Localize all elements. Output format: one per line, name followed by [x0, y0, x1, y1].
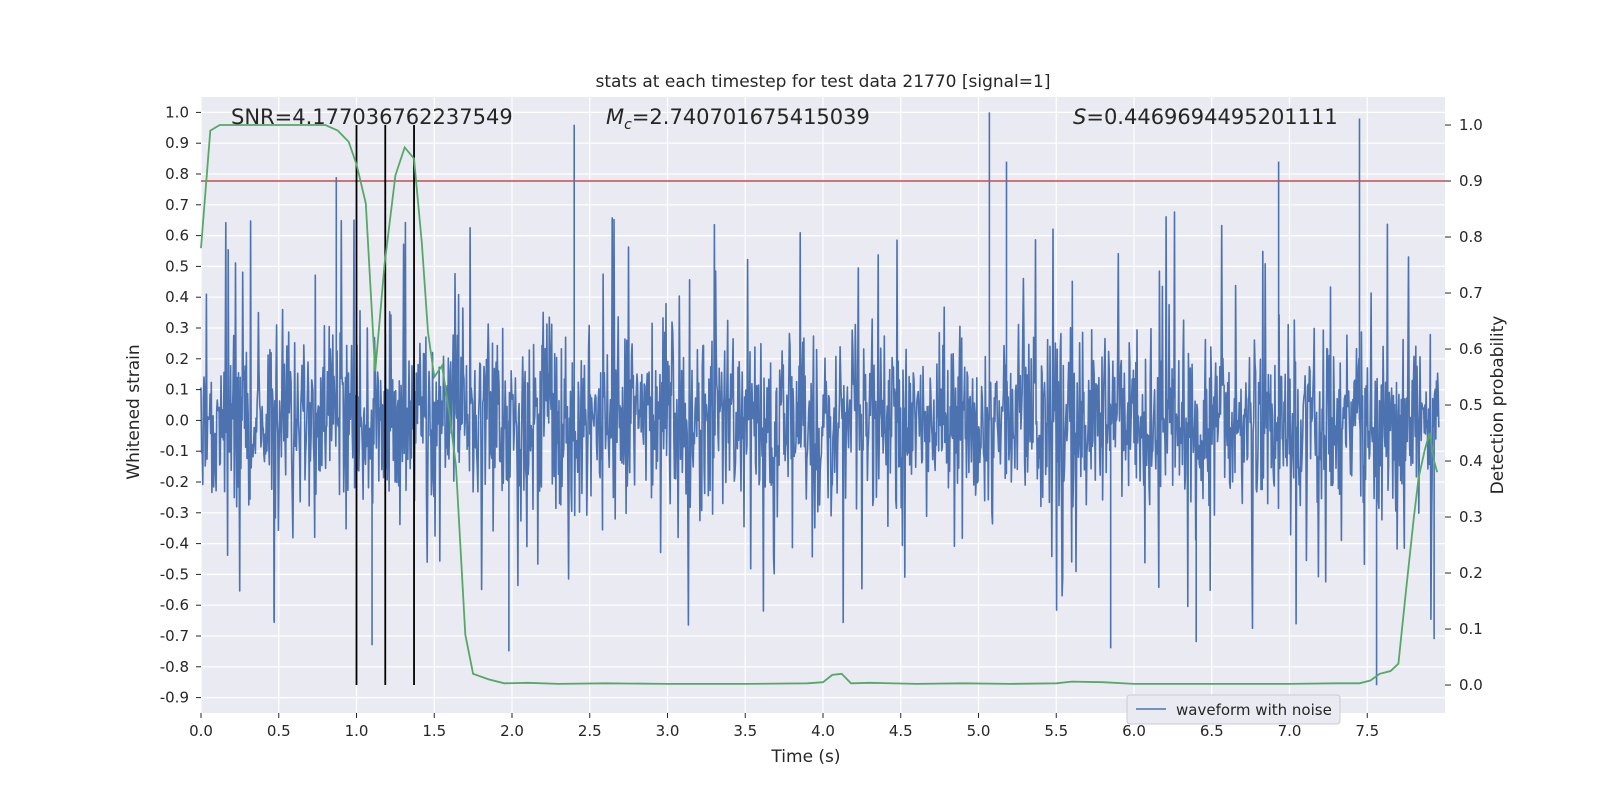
vertical-markers — [355, 125, 415, 685]
snr-annotation: SNR=4.177036762237549 — [231, 105, 513, 129]
chirp-mass-symbol: M — [606, 105, 624, 129]
x-tick-label: 5.5 — [1044, 722, 1068, 740]
detection-probability-line — [200, 124, 1439, 685]
y-right-tick-label: 0.8 — [1459, 228, 1483, 246]
y-left-tick-label: 0.8 — [165, 165, 189, 183]
y-right-tick-label: 0.6 — [1459, 340, 1483, 358]
legend: waveform with noise — [1126, 694, 1341, 725]
y-left-tick-label: -0.6 — [160, 596, 189, 614]
chirp-mass-annotation: Mc=2.740701675415039 — [606, 105, 870, 133]
y-right-tick-label: 1.0 — [1459, 116, 1483, 134]
x-tick-label: 3.0 — [656, 722, 680, 740]
y-right-tick-label: 0.1 — [1459, 620, 1483, 638]
y-left-tick-label: 0.4 — [165, 288, 189, 306]
y-left-tick-label: -0.2 — [160, 473, 189, 491]
y-left-tick-label: -0.9 — [160, 689, 189, 707]
y-left-tick-label: 0.0 — [165, 411, 189, 429]
x-tick-label: 1.0 — [345, 722, 369, 740]
y-right-tick-label: 0.3 — [1459, 508, 1483, 526]
s-symbol: S — [1073, 105, 1086, 129]
x-tick-label: 1.5 — [422, 722, 446, 740]
y-right-tick-label: 0.7 — [1459, 284, 1483, 302]
y-right-tick-label: 0.2 — [1459, 564, 1483, 582]
x-tick-label: 5.0 — [967, 722, 991, 740]
y-left-tick-label: 0.2 — [165, 350, 189, 368]
y-right-tick-label: 0.4 — [1459, 452, 1483, 470]
chirp-mass-value: =2.740701675415039 — [632, 105, 870, 129]
y-left-tick-label: 0.9 — [165, 134, 189, 152]
y-left-tick-label: -0.7 — [160, 627, 189, 645]
s-value: =0.4469694495201111 — [1086, 105, 1337, 129]
legend-label: waveform with noise — [1176, 701, 1332, 719]
x-tick-label: 2.0 — [500, 722, 524, 740]
y-left-tick-label: 0.1 — [165, 381, 189, 399]
x-axis-ticks: 0.0 0.5 1.0 1.5 2.0 2.5 3.0 3.5 4.0 4.5 5.0 5.5 6.0 6… — [189, 713, 1379, 740]
waveform-series — [200, 112, 1440, 686]
y-left-tick-label: -0.1 — [160, 442, 189, 460]
y-left-axis-ticks: 1.0 0.9 0.8 0.7 0.6 0.5 0.4 0.3 0.2 0.1 0.0 -0.1 -0.… — [160, 103, 201, 707]
y-right-tick-label: 0.9 — [1459, 172, 1483, 190]
y-left-tick-label: 0.6 — [165, 227, 189, 245]
x-tick-label: 2.5 — [578, 722, 602, 740]
x-tick-label: 0.5 — [267, 722, 291, 740]
y-left-tick-label: -0.3 — [160, 504, 189, 522]
x-tick-label: 7.0 — [1278, 722, 1302, 740]
x-tick-label: 4.5 — [889, 722, 913, 740]
y-left-tick-label: -0.5 — [160, 565, 189, 583]
y-right-tick-label: 0.5 — [1459, 396, 1483, 414]
x-tick-label: 3.5 — [733, 722, 757, 740]
x-tick-label: 6.5 — [1200, 722, 1224, 740]
y-right-tick-label: 0.0 — [1459, 676, 1483, 694]
waveform-trace — [200, 211, 1440, 629]
y-left-tick-label: 0.3 — [165, 319, 189, 337]
y-left-axis-label: Whitened strain — [124, 344, 144, 479]
y-right-axis-ticks: 1.0 0.9 0.8 0.7 0.6 0.5 0.4 0.3 0.2 0.1 0.0 — [1445, 116, 1483, 694]
chirp-mass-subscript: c — [624, 117, 632, 133]
s-annotation: S=0.4469694495201111 — [1073, 105, 1338, 129]
y-left-tick-label: -0.4 — [160, 535, 189, 553]
y-left-tick-label: 0.5 — [165, 257, 189, 275]
y-right-axis-label: Detection probability — [1488, 316, 1508, 495]
x-axis-label: Time (s) — [770, 747, 840, 767]
legend-box — [1126, 694, 1341, 725]
y-left-tick-label: 0.7 — [165, 196, 189, 214]
y-left-tick-label: 1.0 — [165, 103, 189, 121]
x-tick-label: 0.0 — [189, 722, 213, 740]
x-tick-label: 6.0 — [1122, 722, 1146, 740]
y-left-tick-label: -0.8 — [160, 658, 189, 676]
chart-title: stats at each timestep for test data 217… — [596, 72, 1051, 92]
x-tick-label: 4.0 — [811, 722, 835, 740]
x-tick-label: 7.5 — [1355, 722, 1379, 740]
